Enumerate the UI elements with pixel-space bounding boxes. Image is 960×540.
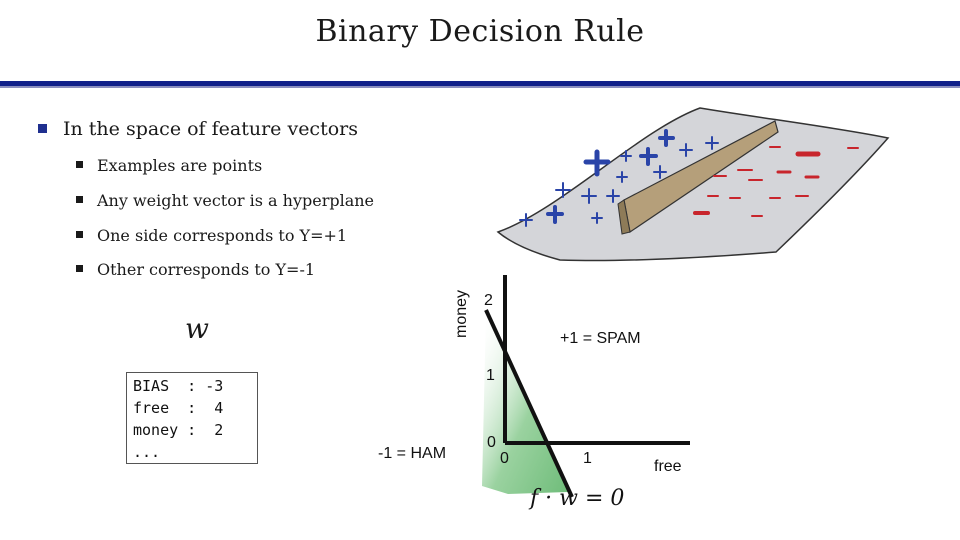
positive-region (482, 312, 568, 494)
x-axis-label: free (654, 458, 682, 475)
square-bullet-icon (76, 265, 83, 272)
plus-icon (591, 212, 603, 224)
x-tick-0: 0 (500, 450, 509, 467)
main-bullet-text: In the space of feature vectors (63, 118, 358, 140)
plus-icon (620, 150, 632, 162)
sub-bullet: Other corresponds to Y=-1 (76, 260, 315, 279)
sub-bullet-text: One side corresponds to Y=+1 (97, 226, 348, 245)
y-tick-0: 0 (487, 434, 496, 451)
sub-bullet-text: Any weight vector is a hyperplane (97, 191, 375, 210)
positive-class-label: +1 = SPAM (560, 330, 641, 347)
negative-class-label: -1 = HAM (378, 445, 447, 462)
sub-bullet: Any weight vector is a hyperplane (76, 191, 374, 210)
plus-icon (583, 149, 611, 177)
plus-icon (679, 143, 693, 157)
plus-icon (555, 182, 571, 198)
sub-bullet: Examples are points (76, 156, 262, 175)
sub-bullet-text: Examples are points (97, 156, 263, 175)
weight-vector-symbol: w (185, 312, 209, 345)
x-tick-1: 1 (583, 450, 592, 467)
negative-examples (693, 146, 859, 217)
plus-icon (546, 205, 564, 224)
plus-icon (606, 189, 620, 203)
square-bullet-icon (76, 196, 83, 203)
y-tick-2: 2 (484, 292, 493, 309)
slide-title: Binary Decision Rule (315, 14, 645, 49)
square-bullet-icon (38, 123, 47, 133)
plus-icon (658, 129, 675, 147)
y-axis-label: money (453, 289, 470, 338)
sub-bullet: One side corresponds to Y=+1 (76, 226, 347, 245)
title-divider-shadow (0, 86, 960, 88)
plus-icon (705, 136, 719, 150)
plus-icon (653, 165, 667, 179)
y-tick-1: 1 (486, 367, 495, 384)
square-bullet-icon (76, 161, 83, 168)
main-bullet: In the space of feature vectors (38, 118, 358, 140)
sub-bullet-text: Other corresponds to Y=-1 (97, 260, 316, 279)
positive-examples (519, 129, 719, 227)
square-bullet-icon (76, 231, 83, 238)
plus-icon (616, 171, 628, 183)
plus-icon (639, 147, 658, 166)
boundary-equation: f · w = 0 (530, 486, 625, 511)
plus-icon (581, 188, 597, 204)
weight-vector-box: BIAS : -3 free : 4 money : 2 ... (126, 372, 258, 464)
title-divider (0, 81, 960, 86)
decision-boundary (484, 309, 574, 498)
plus-icon (519, 213, 533, 227)
